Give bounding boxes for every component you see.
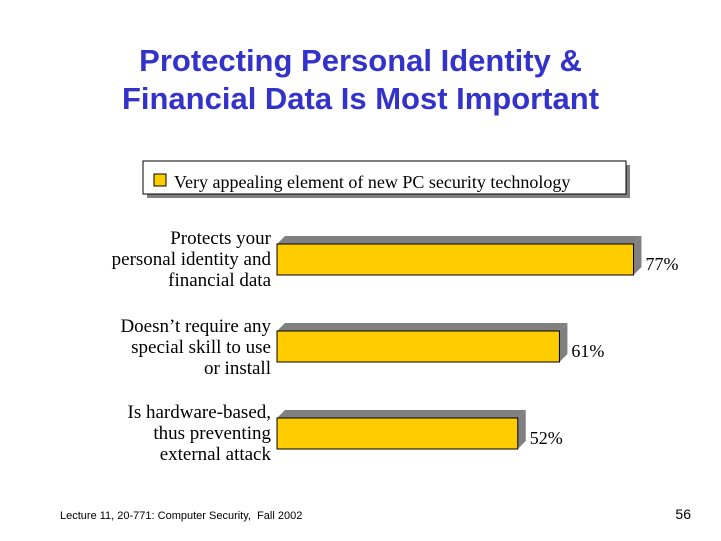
- chart-bars: [276, 236, 642, 450]
- bar-front-face: [276, 417, 519, 450]
- page-number: 56: [675, 506, 691, 522]
- data-label: 77%: [646, 254, 679, 274]
- category-label: Is hardware-based, thus preventing externa…: [128, 402, 272, 465]
- bar-top-face: [277, 323, 568, 331]
- data-label: 61%: [571, 341, 604, 361]
- legend-box: [142, 160, 627, 195]
- chart-legend: Very appealing element of new PC securit…: [142, 160, 630, 198]
- bar-side-face: [559, 323, 568, 362]
- bar: [276, 410, 526, 450]
- chart-category-labels: Protects your personal identity and financ…: [112, 228, 272, 465]
- slide-title-line-1: Protecting Personal Identity &: [139, 43, 582, 78]
- legend-entry: Very appealing element of new PC securit…: [174, 172, 570, 192]
- bar-side-face: [633, 236, 642, 275]
- bar-front-face: [276, 330, 560, 363]
- bar: [276, 323, 568, 363]
- footer-course-label: Lecture 11, 20-771: Computer Security, F…: [60, 510, 303, 522]
- bar-side-face: [517, 410, 526, 449]
- bar-front-face: [276, 243, 635, 276]
- bar: [276, 236, 642, 276]
- slide-title: Protecting Personal Identity & Financial…: [0, 42, 721, 118]
- bar-top-face: [277, 410, 526, 418]
- bar-top-face: [277, 236, 642, 244]
- chart-data-labels: 77% 61% 52%: [530, 254, 679, 448]
- category-label: Protects your personal identity and financ…: [112, 228, 272, 291]
- legend-swatch: [153, 173, 167, 187]
- slide-title-line-2: Financial Data Is Most Important: [121, 81, 600, 116]
- category-label: Doesn’t require any special skill to use o…: [120, 316, 271, 379]
- data-label: 52%: [530, 428, 563, 448]
